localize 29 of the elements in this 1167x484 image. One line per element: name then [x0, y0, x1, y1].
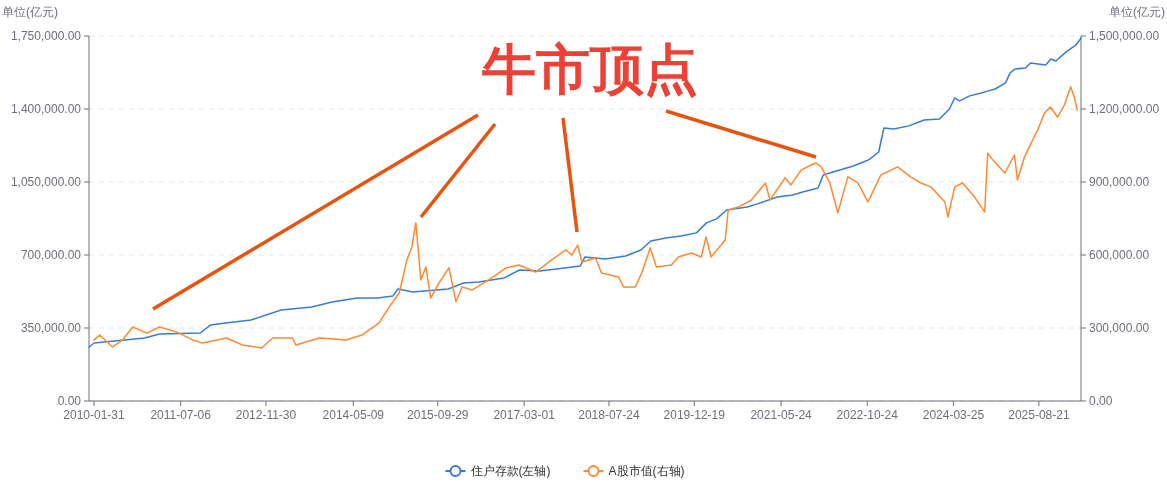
- x-tick-label: 2012-11-30: [235, 408, 297, 422]
- x-tick-label: 2018-07-24: [578, 408, 640, 422]
- x-tick-label: 2017-03-01: [493, 408, 556, 422]
- y-axis-title: 单位(亿元): [2, 5, 58, 19]
- y2-tick-label: 600,000.00: [1089, 248, 1150, 262]
- y-tick-label: 1,400,000.00: [10, 102, 82, 116]
- y2-tick-label: 1,200,000.00: [1089, 102, 1160, 116]
- y-tick-label: 1,050,000.00: [10, 175, 82, 189]
- x-tick-label: 2022-10-24: [836, 408, 899, 422]
- x-tick-label: 2019-12-19: [663, 408, 726, 422]
- y-tick-label: 1,750,000.00: [10, 29, 82, 43]
- annotation: 牛市顶点: [482, 39, 698, 99]
- x-tick-label: 2015-09-29: [407, 408, 469, 422]
- legend-label: A股市值(右轴): [608, 464, 685, 478]
- y2-tick-label: 0.00: [1089, 394, 1113, 408]
- x-tick-label: 2010-01-31: [63, 408, 125, 422]
- x-tick-label: 2024-03-25: [922, 408, 985, 422]
- x-tick-label: 2011-07-06: [150, 408, 212, 422]
- y-tick-label: 700,000.00: [20, 248, 82, 262]
- legend-label: 住户存款(左轴): [469, 464, 551, 478]
- y2-tick-label: 300,000.00: [1089, 321, 1150, 335]
- x-tick-label: 2014-05-09: [322, 408, 385, 422]
- y2-tick-label: 1,500,000.00: [1089, 29, 1160, 43]
- y-tick-label: 350,000.00: [20, 321, 82, 335]
- x-tick-label: 2025-08-21: [1008, 408, 1070, 422]
- y2-tick-label: 900,000.00: [1089, 175, 1150, 189]
- y2-axis-title: 单位(亿元): [1109, 5, 1165, 19]
- y-tick-label: 0.00: [57, 394, 82, 408]
- x-tick-label: 2021-05-24: [750, 408, 813, 422]
